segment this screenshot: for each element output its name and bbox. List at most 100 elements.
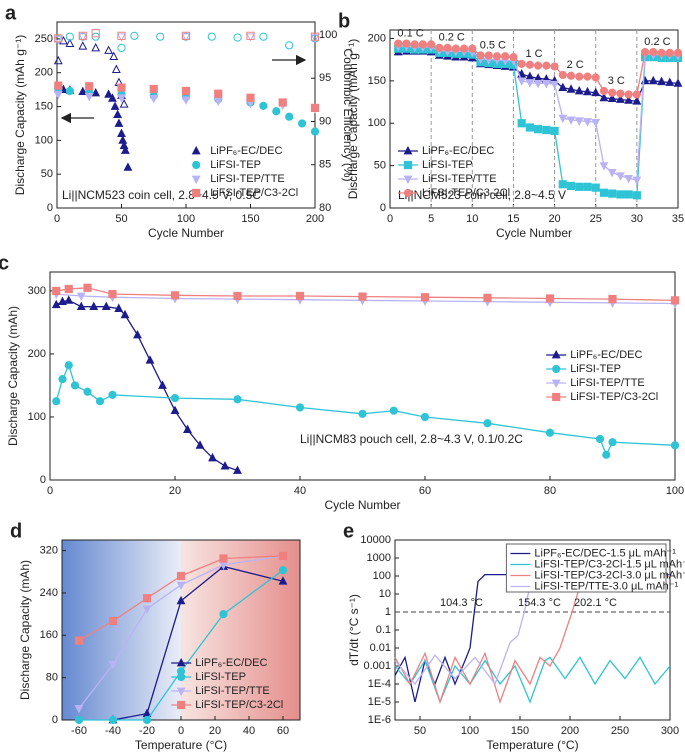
x-tick-label: 30 <box>631 213 643 225</box>
legend-label: LiFSI-TEP/C3-2Cl-3.0 μL mAh⁻¹ <box>534 569 685 581</box>
data-point <box>114 303 124 312</box>
y-tick-label: 1E-4 <box>368 678 391 690</box>
legend-marker <box>192 188 201 198</box>
data-point <box>295 403 305 412</box>
y2-tick-label: 90 <box>319 115 331 127</box>
data-point <box>142 594 152 603</box>
data-point <box>108 661 118 670</box>
x-tick-label: 150 <box>241 213 259 225</box>
y-tick-label: 200 <box>28 348 46 360</box>
data-point <box>58 296 67 306</box>
data-point <box>566 71 576 80</box>
data-point <box>310 32 320 41</box>
data-point <box>657 48 666 57</box>
panel-label: a <box>5 2 17 24</box>
data-point <box>181 96 191 105</box>
data-point <box>91 29 100 38</box>
y-tick-label: 0.1 <box>376 624 391 636</box>
data-point <box>278 551 288 560</box>
data-point <box>101 301 111 311</box>
y-tick-label: 50 <box>374 160 386 172</box>
data-point <box>410 40 419 49</box>
x-axis-title: Cycle Number <box>324 498 400 512</box>
x-tick-label: 20 <box>209 725 221 737</box>
legend-label: LiFSI-TEP <box>422 159 473 171</box>
annotation: 154.3 °C <box>518 597 561 609</box>
x-tick-label: 200 <box>561 725 579 737</box>
data-point <box>525 60 534 69</box>
data-point <box>583 182 592 191</box>
legend-label: LiFSI-TEP/C3-2Cl <box>210 187 298 199</box>
data-point <box>420 293 430 302</box>
data-point <box>517 77 527 86</box>
data-point <box>89 301 99 311</box>
data-point <box>534 125 543 134</box>
data-point <box>108 289 117 299</box>
data-point <box>624 90 633 99</box>
data-point <box>149 95 159 104</box>
data-point <box>418 40 428 49</box>
y-axis-title: Discharge Capacity (mAh g⁻¹) <box>346 39 360 199</box>
y-tick-label: 1E-5 <box>368 696 391 708</box>
data-point <box>285 41 294 50</box>
legend-label: LiFSI-TEP/TTE <box>210 173 285 185</box>
data-point <box>117 94 126 103</box>
data-point <box>468 44 477 53</box>
annotation: Li||NCM83 pouch cell, 2.8~4.3 V, 0.1/0.2… <box>300 432 523 446</box>
y-tick-label: 160 <box>40 629 58 641</box>
y-tick-label: 100 <box>35 134 53 146</box>
data-point <box>574 85 584 95</box>
data-point <box>53 90 63 100</box>
data-point <box>285 112 294 121</box>
legend-marker <box>177 700 186 710</box>
data-point <box>145 355 155 364</box>
data-point <box>259 101 268 110</box>
data-point <box>295 291 305 301</box>
annotation: Li||NCM523 coin cell, 2.8~4.5 V, 0.5C <box>62 188 261 202</box>
panel-label: b <box>338 10 350 32</box>
data-point <box>246 33 255 42</box>
data-point <box>583 72 592 81</box>
y-tick-label: 100 <box>368 117 386 129</box>
data-point <box>84 93 94 102</box>
data-point <box>110 101 120 110</box>
data-point <box>599 162 609 171</box>
data-point <box>566 181 576 191</box>
series-line <box>56 299 238 472</box>
data-point <box>591 87 601 97</box>
data-point <box>111 64 121 73</box>
data-point <box>525 123 534 132</box>
data-point <box>599 86 609 96</box>
data-point <box>599 92 609 102</box>
y-tick-label: 80 <box>46 672 58 684</box>
data-point <box>74 704 84 714</box>
data-point <box>632 90 641 99</box>
data-point <box>53 55 63 65</box>
y-tick-label: 0 <box>52 714 58 726</box>
data-point <box>181 33 191 42</box>
data-point <box>95 397 105 406</box>
rate-label: 0.5 C <box>480 39 506 51</box>
data-point <box>74 636 84 645</box>
data-point <box>525 79 535 88</box>
legend-label: LiPF₆-EC/DEC-1.5 μL mAh⁻¹ <box>534 547 676 559</box>
y-tick-label: 300 <box>28 285 46 297</box>
legend-label: LiPF₆-EC/DEC <box>422 145 494 157</box>
data-point <box>451 44 460 53</box>
data-point <box>566 116 576 125</box>
data-point <box>566 84 576 93</box>
y2-tick-label: 85 <box>319 159 331 171</box>
y-tick-label: 50 <box>41 168 53 180</box>
data-point <box>117 33 126 42</box>
data-point <box>54 34 63 43</box>
legend-marker <box>192 160 201 170</box>
x-tick-label: 5 <box>428 213 434 225</box>
annotation: Li||NCM523 coin cell, 2.8~4.5 V <box>398 188 566 202</box>
data-point <box>176 595 186 605</box>
data-point <box>233 395 242 404</box>
data-point <box>114 118 124 127</box>
y-axis-title: dT/dt (°C s⁻¹) <box>347 594 361 666</box>
y-tick-label: 0 <box>47 202 53 214</box>
legend-marker <box>177 672 186 682</box>
